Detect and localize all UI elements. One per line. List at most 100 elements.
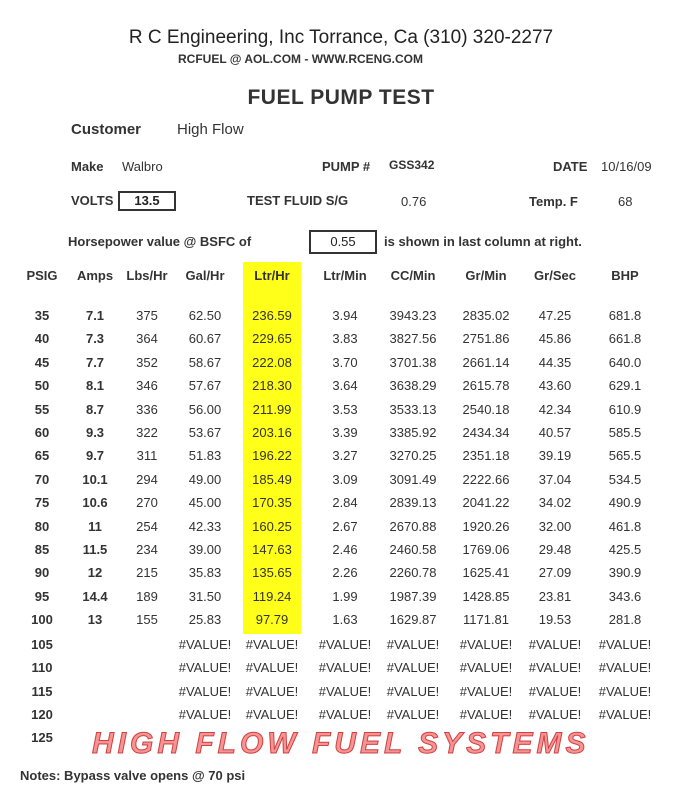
column-header: Ltr/Min (323, 268, 367, 283)
column-header: CC/Min (390, 268, 436, 283)
table-cell: 3.94 (332, 308, 358, 323)
table-cell: 19.53 (538, 612, 572, 628)
pump-label: PUMP # (322, 159, 371, 174)
table-cell: #VALUE! (459, 706, 513, 722)
table-cell: 60 (34, 425, 50, 440)
column-header: Gal/Hr (185, 268, 225, 283)
table-cell: #VALUE! (386, 637, 440, 652)
table-cell: 1428.85 (462, 588, 510, 604)
table-cell: 1629.87 (389, 612, 437, 628)
table-cell: 681.8 (608, 308, 642, 323)
table-cell: #VALUE! (318, 637, 372, 652)
table-cell: 2460.58 (389, 542, 437, 557)
table-cell: 490.9 (608, 495, 642, 511)
table-cell: 3.27 (332, 448, 358, 464)
table-cell: 2540.18 (462, 401, 510, 417)
column-header: Gr/Sec (534, 268, 576, 283)
table-cell: 3091.49 (389, 471, 437, 487)
table-cell: 461.8 (608, 518, 642, 534)
column-header: BHP (611, 268, 639, 283)
table-cell: 610.9 (608, 401, 642, 417)
table-cell: #VALUE! (598, 660, 652, 676)
table-cell: 3.83 (332, 331, 358, 347)
table-cell: 2661.14 (462, 354, 510, 370)
table-cell: 346 (136, 378, 158, 394)
table-cell: 2434.34 (462, 425, 510, 440)
table-cell: 2222.66 (462, 471, 510, 487)
column-header: Gr/Min (465, 268, 507, 283)
table-cell: 42.34 (538, 401, 572, 417)
table-cell: 60.67 (188, 331, 222, 347)
table-cell: 3827.56 (389, 331, 437, 347)
test-fluid-value: 0.76 (401, 194, 427, 209)
table-cell: 3533.13 (389, 401, 437, 417)
table-cell: 1.63 (332, 612, 358, 628)
table-cell: 294 (136, 471, 158, 487)
table-cell: 14.4 (82, 588, 108, 604)
customer-label: Customer (71, 121, 142, 138)
table-cell: 160.25 (252, 518, 292, 534)
table-cell: 90 (34, 565, 50, 581)
table-cell: #VALUE! (459, 660, 513, 676)
hp-suffix: is shown in last column at right. (384, 234, 582, 249)
table-cell: 11.5 (82, 542, 108, 557)
table-cell: 7.1 (85, 308, 105, 323)
table-cell: #VALUE! (528, 637, 582, 652)
table-cell: 40.57 (538, 425, 572, 440)
table-cell: 29.48 (538, 542, 572, 557)
table-cell: #VALUE! (318, 706, 372, 722)
table-cell: 352 (136, 354, 158, 370)
table-cell: #VALUE! (459, 637, 513, 652)
table-cell: #VALUE! (245, 706, 299, 722)
table-cell: 65 (34, 448, 50, 464)
table-cell: 2041.22 (462, 495, 510, 511)
volts-label: VOLTS (71, 193, 114, 208)
table-cell: 585.5 (608, 425, 642, 440)
ltr-hr-highlight (243, 262, 301, 634)
table-cell: 27.09 (538, 565, 572, 581)
table-cell: 75 (34, 495, 50, 511)
table-cell: 49.00 (188, 471, 222, 487)
table-cell: 2839.13 (389, 495, 437, 511)
company-header: R C Engineering, Inc Torrance, Ca (310) … (128, 27, 554, 48)
column-header: Ltr/Hr (254, 268, 290, 283)
table-cell: 661.8 (608, 331, 642, 347)
table-cell: 100 (31, 612, 53, 628)
table-cell: 3.53 (332, 401, 358, 417)
volts-value: 13.5 (118, 191, 176, 211)
table-cell: #VALUE! (459, 683, 513, 699)
table-cell: 42.33 (188, 518, 222, 534)
table-cell: 425.5 (608, 542, 642, 557)
table-cell: 375 (136, 308, 158, 323)
table-cell: #VALUE! (528, 660, 582, 676)
table-cell: #VALUE! (245, 683, 299, 699)
table-cell: 8.7 (85, 401, 105, 417)
make-value: Walbro (122, 159, 163, 174)
table-cell: 120 (31, 706, 53, 722)
table-cell: 7.7 (85, 354, 105, 370)
table-cell: 39.00 (188, 542, 222, 557)
table-cell: 43.60 (538, 378, 572, 394)
table-cell: 3943.23 (389, 308, 437, 323)
table-cell: #VALUE! (318, 660, 372, 676)
table-cell: 336 (136, 401, 158, 417)
table-cell: 10.1 (82, 471, 108, 487)
table-cell: 3638.29 (389, 378, 437, 394)
table-cell: 9.3 (85, 425, 105, 440)
table-cell: #VALUE! (178, 660, 232, 676)
table-cell: 2.84 (332, 495, 358, 511)
table-cell: 40 (34, 331, 50, 347)
table-cell: 2.67 (332, 518, 358, 534)
table-cell: 23.81 (538, 588, 572, 604)
table-cell: 2.26 (332, 565, 358, 581)
pump-value: GSS342 (389, 158, 435, 172)
table-cell: #VALUE! (386, 706, 440, 722)
table-cell: 56.00 (188, 401, 222, 417)
table-cell: #VALUE! (598, 706, 652, 722)
table-cell: 12 (87, 565, 103, 581)
table-cell: 322 (136, 425, 158, 440)
table-cell: 203.16 (252, 425, 292, 440)
table-cell: 125 (31, 730, 53, 746)
table-cell: 211.99 (252, 401, 292, 417)
table-cell: #VALUE! (245, 637, 299, 652)
